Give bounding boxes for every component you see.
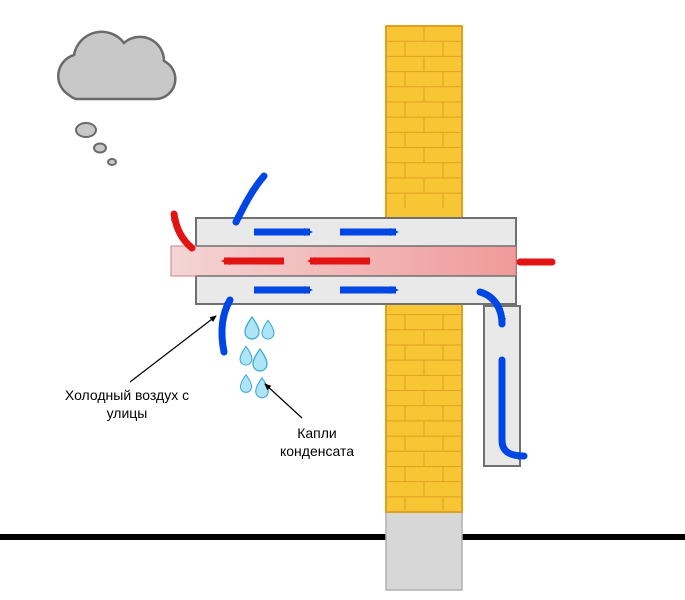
- label-cold-air-text: Холодный воздух сулицы: [65, 387, 189, 421]
- ground: [0, 534, 685, 540]
- foundation: [386, 512, 462, 590]
- arrow-blue-curved: [222, 300, 230, 352]
- label-cold-air: Холодный воздух сулицы: [42, 386, 212, 422]
- diagram-canvas: Холодный воздух сулицы Капликонденсата: [0, 0, 685, 600]
- droplet-icon: [262, 320, 274, 339]
- droplet-icon: [245, 317, 259, 339]
- annotation-line-cold-air: [130, 316, 216, 382]
- droplet-icon: [240, 346, 252, 365]
- arrow-blue-curved: [236, 176, 264, 222]
- annotation-line-condensate: [265, 384, 302, 418]
- droplet-icon: [240, 375, 251, 393]
- droplet-icon: [253, 349, 267, 371]
- diagram-svg: [0, 0, 685, 600]
- cloud-icon: [58, 32, 175, 165]
- arrow-red-curved: [174, 214, 192, 248]
- label-condensate-text: Капликонденсата: [280, 425, 354, 459]
- label-condensate: Капликонденсата: [262, 424, 372, 460]
- droplet-icon: [256, 378, 269, 398]
